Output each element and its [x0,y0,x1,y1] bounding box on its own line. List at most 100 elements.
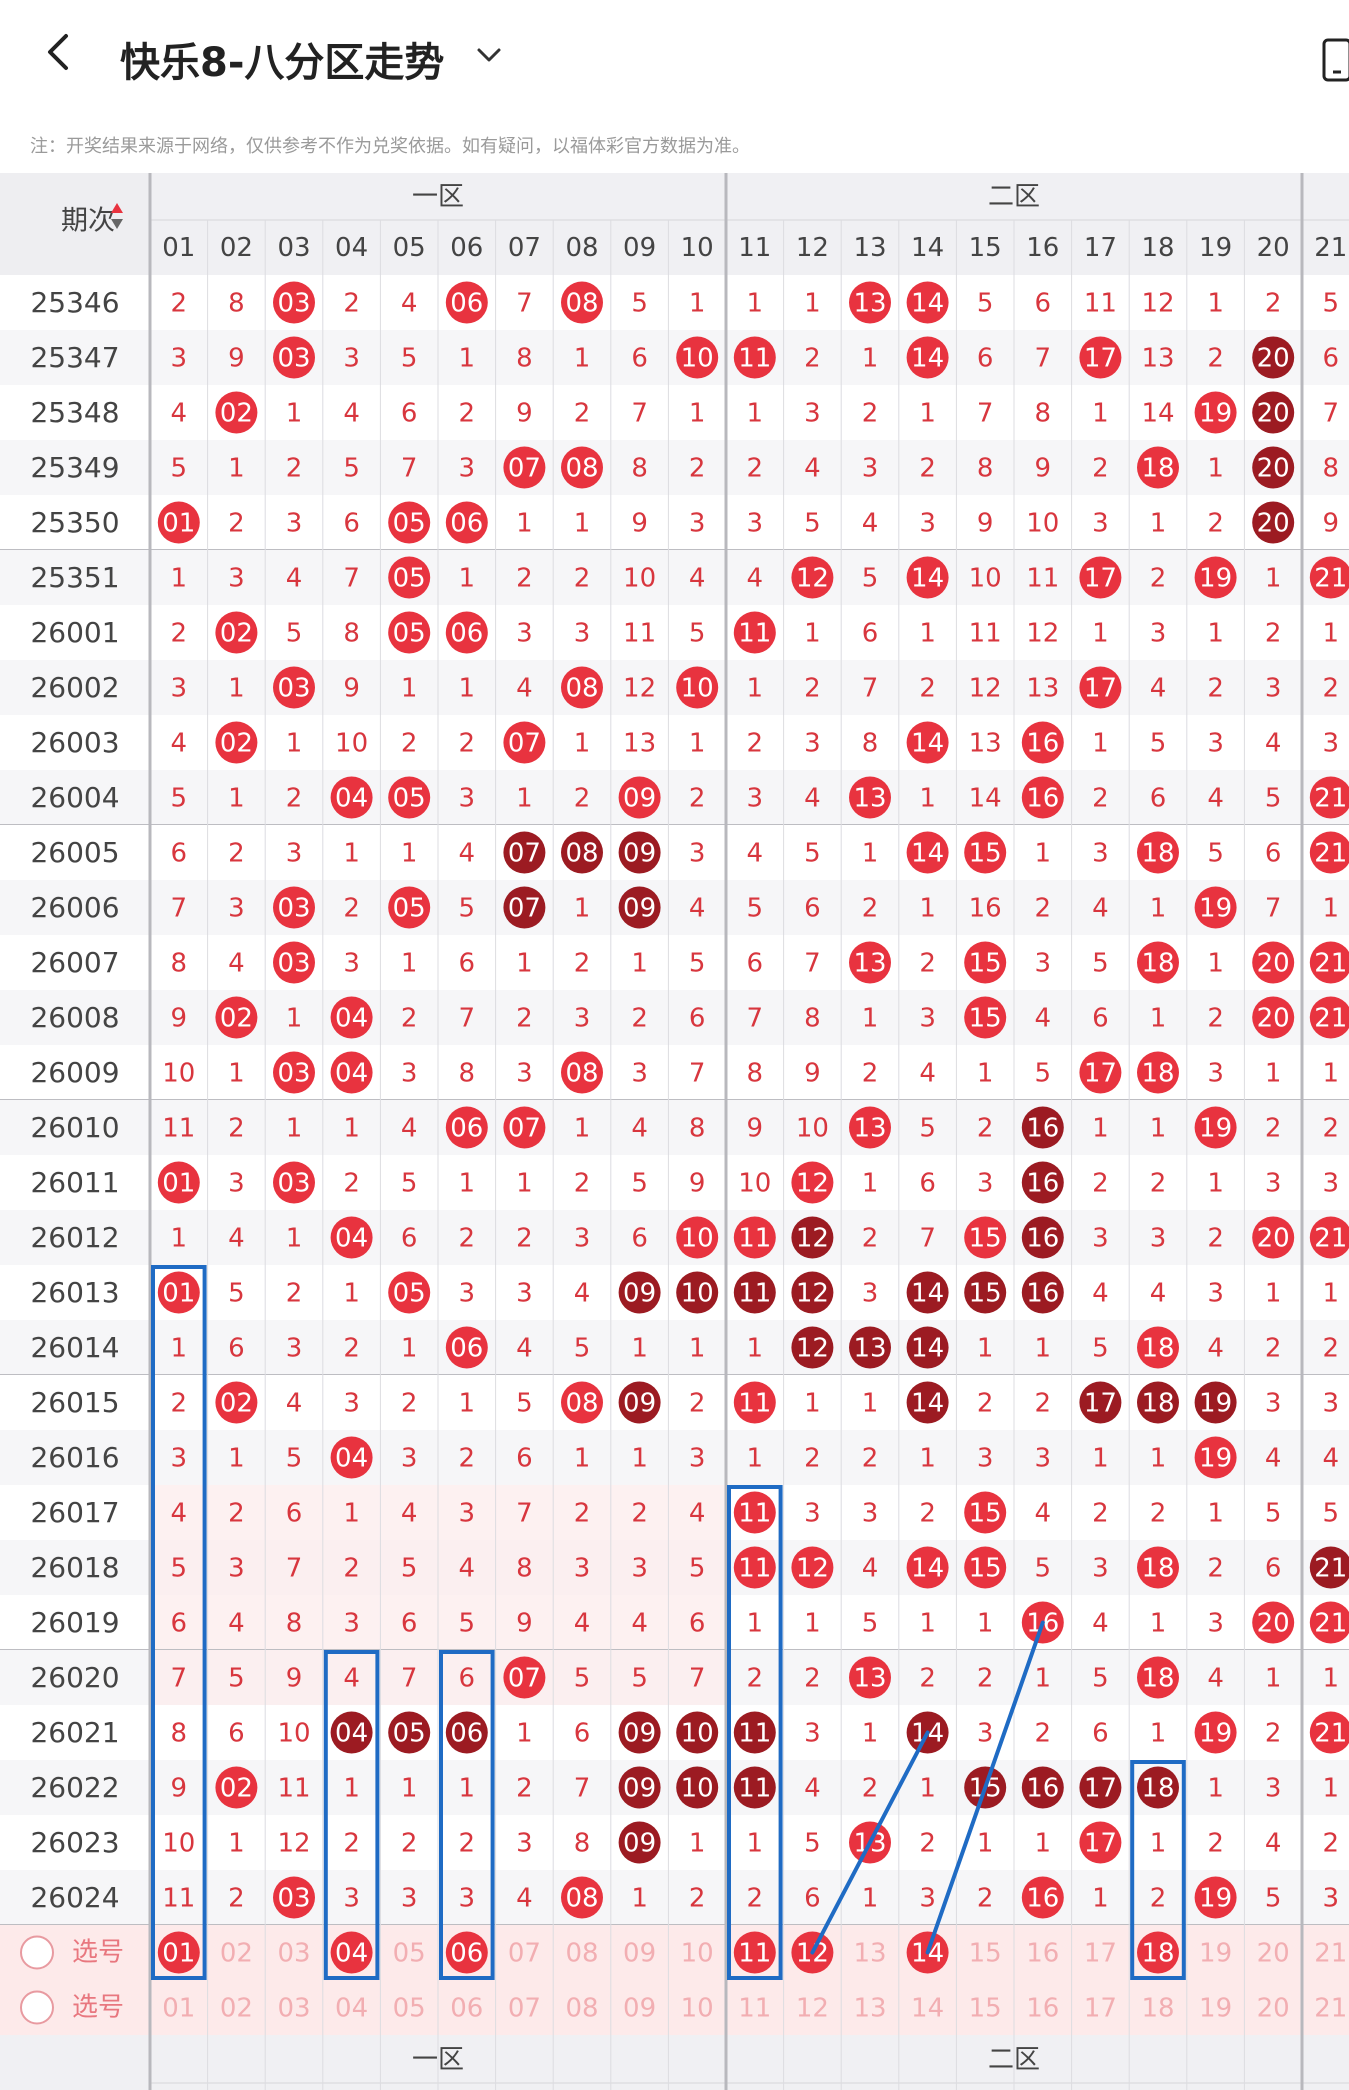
selected-ball[interactable] [330,1931,373,1974]
select-number[interactable]: 03 [277,1939,310,1969]
select-number[interactable]: 21 [1314,1994,1347,2024]
selected-ball-number[interactable]: 11 [738,1939,771,1969]
sort-down-icon[interactable] [111,219,123,229]
drawn-ball [215,1381,258,1424]
select-number[interactable]: 21 [1314,1939,1347,1969]
select-number[interactable]: 05 [393,1939,426,1969]
column-header: 17 [1084,233,1117,263]
period-header[interactable]: 期次 [61,206,115,237]
select-number[interactable]: 07 [508,1994,541,2024]
drawn-ball [388,501,431,544]
select-number[interactable]: 08 [565,1994,598,2024]
select-number[interactable]: 19 [1199,1994,1232,2024]
drawn-ball [1252,336,1295,379]
select-number[interactable]: 19 [1199,1939,1232,1969]
chevron-left-icon[interactable] [38,30,82,74]
miss-count: 2 [516,1004,533,1034]
drawn-ball [561,446,603,489]
selected-ball-number[interactable]: 18 [1141,1939,1174,1969]
select-number[interactable]: 03 [277,1994,310,2024]
select-radio[interactable] [20,1990,54,2025]
selected-ball-number[interactable]: 06 [450,1939,483,1969]
select-number[interactable]: 15 [969,1994,1002,2024]
select-number[interactable]: 10 [681,1994,714,2024]
select-number[interactable]: 13 [853,1994,886,2024]
miss-count: 2 [516,1774,533,1804]
select-label[interactable]: 选号 [72,1993,124,2023]
select-label[interactable]: 选号 [72,1938,124,1968]
miss-count: 4 [516,1334,533,1364]
drawn-ball-number: 04 [335,1224,368,1254]
miss-count: 1 [1150,894,1167,924]
select-number[interactable]: 08 [565,1939,598,1969]
select-number[interactable]: 16 [1026,1939,1059,1969]
miss-count: 2 [1265,1114,1282,1144]
miss-count: 5 [689,949,706,979]
miss-count: 2 [862,399,879,429]
drawn-ball-number: 02 [220,399,253,429]
select-number[interactable]: 07 [508,1939,541,1969]
select-number[interactable]: 09 [623,1994,656,2024]
period-cell: 26006 [30,891,119,924]
selected-ball[interactable] [1137,1931,1179,1974]
select-number[interactable]: 04 [335,1994,368,2024]
select-number[interactable]: 01 [162,1994,195,2024]
drawn-ball [157,1271,200,1314]
chevron-down-icon[interactable] [475,44,503,66]
phone-icon[interactable] [1322,38,1349,82]
period-cell: 26010 [30,1111,119,1144]
miss-count: 6 [1150,784,1167,814]
drawn-ball-number: 14 [911,839,944,869]
miss-count: 4 [1150,674,1167,704]
selected-ball-number[interactable]: 01 [162,1939,195,1969]
select-number[interactable]: 06 [450,1994,483,2024]
selected-ball[interactable] [157,1931,200,1974]
select-number[interactable]: 20 [1257,1994,1290,2024]
pattern-box [727,1485,783,1980]
miss-count: 2 [343,289,360,319]
miss-count: 3 [401,1884,418,1914]
miss-count: 1 [1035,1829,1052,1859]
drawn-ball-number: 10 [681,1279,714,1309]
select-radio[interactable] [20,1935,54,1970]
select-number[interactable]: 09 [623,1939,656,1969]
drawn-ball [1137,1766,1179,1809]
select-number[interactable]: 02 [220,1939,253,1969]
drawn-ball [733,336,776,379]
select-number[interactable]: 15 [969,1939,1002,1969]
drawn-ball-number: 10 [681,344,714,374]
miss-count: 2 [631,1499,648,1529]
drawn-ball-number: 16 [1026,729,1059,759]
select-number[interactable]: 14 [911,1994,944,2024]
sort-up-icon[interactable] [111,203,123,213]
drawn-ball [388,776,431,819]
select-number[interactable]: 11 [738,1994,771,2024]
drawn-ball [906,1546,949,1589]
select-number[interactable]: 18 [1141,1994,1174,2024]
selected-ball-number[interactable]: 04 [335,1939,368,1969]
miss-count: 2 [401,1389,418,1419]
miss-count: 6 [804,1884,821,1914]
select-number[interactable]: 13 [853,1939,886,1969]
drawn-ball [964,1216,1007,1259]
select-number[interactable]: 16 [1026,1994,1059,2024]
selected-ball[interactable] [445,1931,488,1974]
select-number[interactable]: 05 [393,1994,426,2024]
miss-count: 5 [401,344,418,374]
drawn-ball [503,721,546,764]
select-number[interactable]: 12 [796,1994,829,2024]
miss-count: 2 [689,454,706,484]
drawn-ball [791,1161,834,1204]
miss-count: 1 [228,1444,245,1474]
select-number[interactable]: 10 [681,1939,714,1969]
select-number[interactable]: 17 [1084,1939,1117,1969]
select-number[interactable]: 02 [220,1994,253,2024]
drawn-ball-number: 21 [1314,1004,1347,1034]
drawn-ball [1079,1381,1122,1424]
miss-count: 2 [689,1884,706,1914]
select-number[interactable]: 20 [1257,1939,1290,1969]
drawn-ball [1309,1601,1349,1644]
selected-ball[interactable] [733,1931,776,1974]
select-number[interactable]: 17 [1084,1994,1117,2024]
miss-count: 1 [228,1059,245,1089]
